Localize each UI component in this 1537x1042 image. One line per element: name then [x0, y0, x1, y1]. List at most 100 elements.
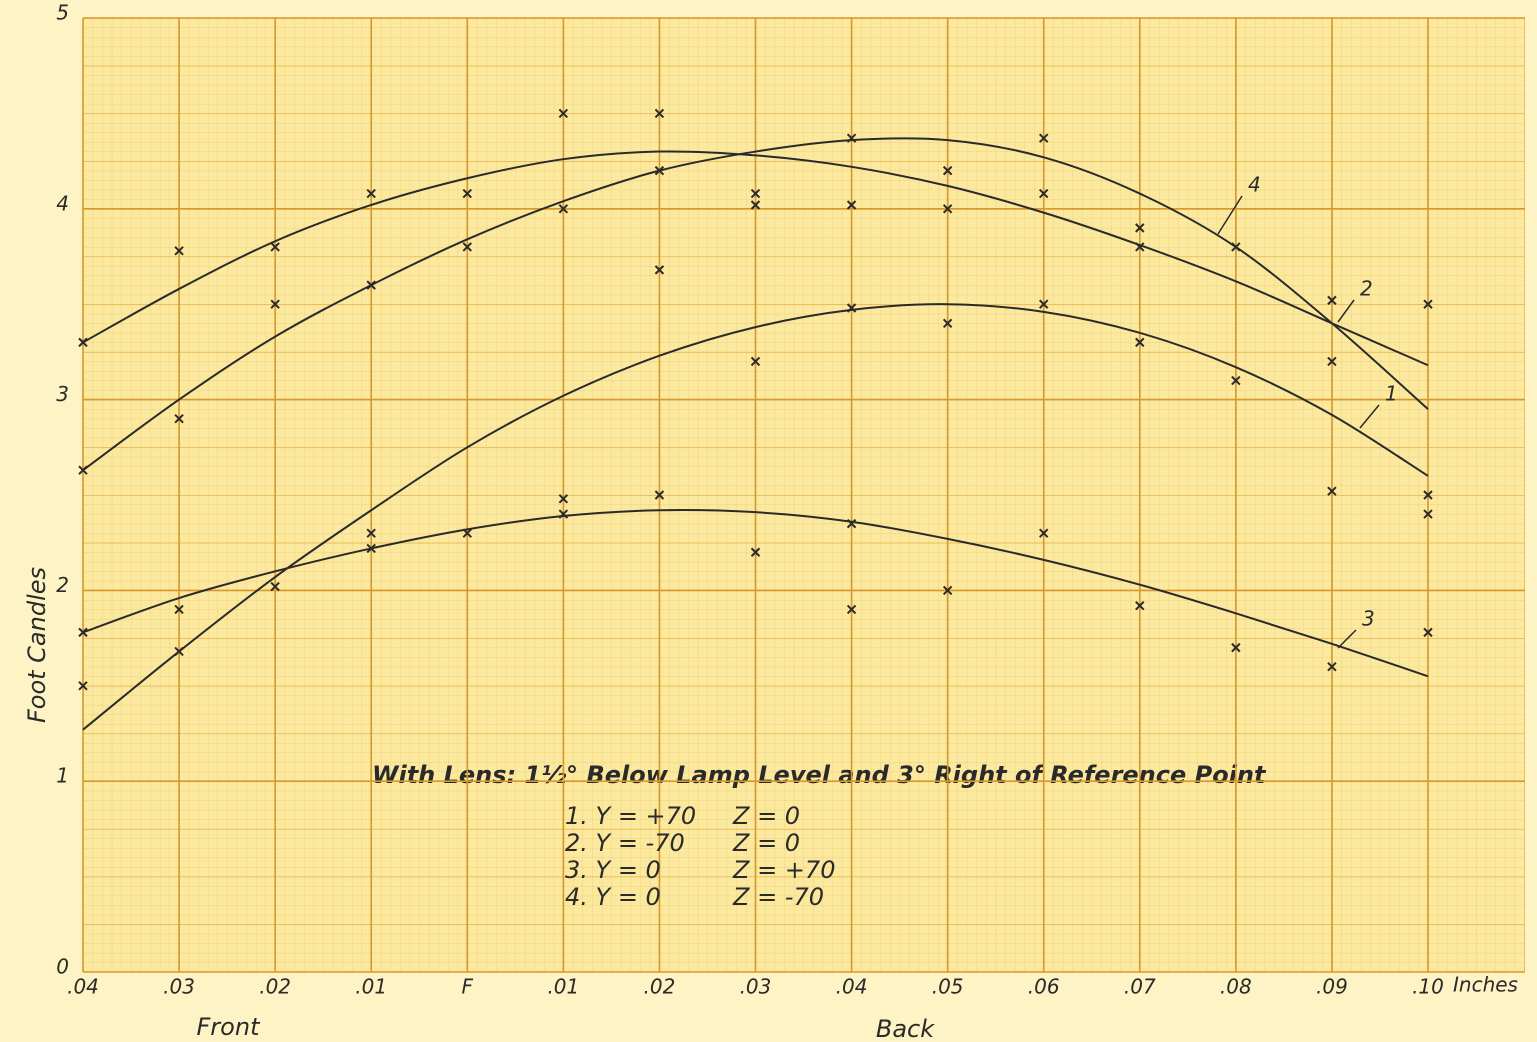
y-tick-label: 1 [56, 764, 69, 788]
measurement-mark [654, 165, 665, 176]
measurement-mark [174, 246, 184, 256]
curve [82, 303, 1429, 731]
measurement-mark [846, 303, 857, 313]
front-label: Front [197, 1013, 262, 1041]
curve-pointer [1217, 195, 1243, 235]
curve-label: 1 [1385, 382, 1398, 406]
curve [82, 150, 1429, 367]
measurement-mark [1423, 509, 1433, 519]
measurement-mark [654, 490, 665, 500]
measurement-mark [78, 627, 88, 638]
x-tick-label: .01 [547, 975, 579, 999]
curve [82, 509, 1429, 678]
measurement-mark [1038, 299, 1049, 309]
y-tick-label: 0 [56, 955, 69, 979]
x-tick-label: .02 [259, 975, 291, 999]
curve [82, 137, 1429, 472]
curve-pointer [1337, 299, 1355, 323]
measurement-mark [1038, 188, 1049, 199]
x-tick-label: .05 [932, 975, 964, 999]
measurement-mark [270, 581, 280, 592]
note-row: Z = -70 [732, 883, 824, 911]
curve-label: 3 [1362, 607, 1375, 631]
note-row: 2. Y = -70 [565, 829, 685, 857]
measurement-mark [942, 204, 953, 214]
measurement-mark [1327, 486, 1337, 496]
measurement-mark [1038, 133, 1049, 143]
note-title: With Lens: 1½° Below Lamp Level and 3° R… [372, 761, 1267, 789]
measurement-mark [462, 528, 472, 538]
measurement-mark [846, 604, 857, 615]
measurement-mark [1135, 337, 1145, 348]
measurement-mark [654, 108, 665, 119]
measurement-mark [1231, 242, 1241, 252]
measurement-mark [846, 133, 857, 143]
measurement-mark [558, 509, 569, 519]
y-axis-label: Foot Candles [23, 567, 51, 723]
measurement-mark [270, 242, 280, 252]
x-tick-label: .09 [1316, 975, 1348, 999]
measurement-mark [366, 543, 376, 554]
x-tick-label: .03 [163, 975, 195, 999]
measurement-mark [1135, 223, 1145, 233]
x-tick-label: F [462, 975, 474, 999]
measurement-mark [1423, 627, 1433, 638]
measurement-mark [78, 465, 88, 475]
x-tick-label: .02 [644, 975, 676, 999]
curve-label: 2 [1360, 277, 1373, 301]
curve-pointer [1337, 629, 1357, 649]
measurement-mark [78, 681, 88, 691]
measurement-mark [558, 108, 569, 119]
measurement-mark [78, 337, 88, 348]
measurement-mark [174, 646, 184, 657]
measurement-mark [1231, 375, 1241, 386]
x-tick-label: .04 [67, 975, 99, 999]
curve-label: 4 [1248, 173, 1261, 197]
x-tick-label: .08 [1220, 975, 1252, 999]
measurement-mark [1231, 642, 1241, 653]
measurement-mark [558, 204, 569, 214]
measurement-mark [558, 494, 569, 504]
x-tick-label: .06 [1028, 975, 1060, 999]
graph-paper-coarse [83, 18, 1525, 972]
measurement-mark [654, 265, 665, 275]
measurement-mark [1327, 356, 1337, 367]
x-axis-label: Inches [1453, 973, 1518, 997]
measurement-mark [942, 585, 953, 596]
measurement-mark [1038, 528, 1049, 538]
measurement-mark [1327, 662, 1337, 672]
measurement-mark [462, 242, 472, 252]
y-tick-label: 3 [56, 382, 69, 406]
measurement-mark [270, 299, 280, 309]
measurement-mark [750, 188, 761, 199]
measurement-mark [942, 165, 953, 176]
measurement-mark [174, 413, 184, 424]
note-row: 3. Y = 0 [565, 856, 661, 884]
measurement-mark [1423, 490, 1433, 500]
measurement-mark [366, 280, 376, 290]
measurement-mark [174, 604, 184, 615]
x-tick-label: .10 [1412, 975, 1444, 999]
measurement-mark [1135, 242, 1145, 252]
measurement-mark [1423, 299, 1433, 309]
measurement-mark [366, 528, 376, 538]
y-tick-label: 2 [56, 573, 69, 597]
measurement-mark [366, 188, 376, 199]
note-row: Z = 0 [732, 802, 800, 830]
note-row: 4. Y = 0 [565, 883, 661, 911]
measurement-mark [942, 318, 953, 328]
measurement-mark [846, 200, 857, 210]
x-tick-label: .01 [355, 975, 387, 999]
measurement-mark [750, 547, 761, 557]
x-tick-label: .04 [836, 975, 868, 999]
note-row: Z = 0 [732, 829, 800, 857]
y-tick-label: 4 [56, 191, 69, 215]
measurement-mark [1327, 295, 1337, 306]
note-row: 1. Y = +70 [565, 802, 696, 830]
curve-pointer [1359, 404, 1380, 429]
x-tick-label: .03 [740, 975, 772, 999]
measurement-mark [750, 356, 761, 367]
measurement-mark [846, 518, 857, 529]
